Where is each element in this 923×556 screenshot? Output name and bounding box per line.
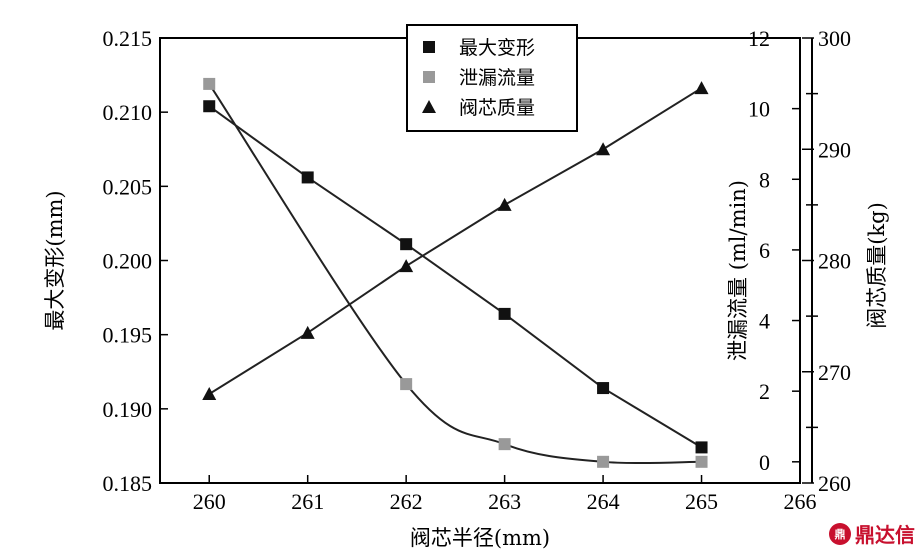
left-tick-label: 0.205 xyxy=(103,174,153,199)
marker-square xyxy=(400,238,413,251)
marker-square xyxy=(498,438,511,451)
x-tick-label: 262 xyxy=(390,489,423,514)
right2-tick-label: 260 xyxy=(818,471,851,496)
marker-triangle xyxy=(497,197,512,211)
x-tick-label: 260 xyxy=(193,489,226,514)
legend-label: 阀芯质量 xyxy=(459,97,535,119)
right1-tick-label: 2 xyxy=(759,379,770,404)
right1-tick-label: 12 xyxy=(748,26,770,51)
right1-tick-label: 0 xyxy=(759,450,770,475)
marker-square xyxy=(597,382,610,395)
legend-marker-square xyxy=(423,41,435,53)
marker-square xyxy=(695,455,708,468)
marker-triangle xyxy=(202,387,217,400)
right2-axis-title: 阀芯质量(kg) xyxy=(865,202,889,329)
x-tick-label: 261 xyxy=(291,489,324,514)
series-line xyxy=(208,105,703,449)
x-axis-title: 阀芯半径(mm) xyxy=(410,526,550,550)
right1-tick-label: 10 xyxy=(748,97,770,122)
marker-square xyxy=(695,441,708,454)
marker-triangle xyxy=(694,81,709,95)
marker-square xyxy=(203,100,216,113)
right1-tick-label: 6 xyxy=(759,238,770,263)
marker-triangle xyxy=(596,142,611,156)
legend-marker-square xyxy=(423,71,435,83)
axes: 260 261 262 263 264 265 266阀芯半径(mm)0.1850.1900… xyxy=(43,26,889,550)
watermark-text: 鼎达信 xyxy=(855,523,915,547)
left-tick-label: 0.200 xyxy=(103,249,153,274)
right2-tick-label: 290 xyxy=(818,137,851,162)
x-tick-label: 264 xyxy=(587,489,620,514)
series-line xyxy=(208,87,703,395)
legend-box xyxy=(406,24,578,132)
left-tick-label: 0.195 xyxy=(103,323,153,348)
left-tick-label: 0.215 xyxy=(103,26,153,51)
right2-tick-label: 300 xyxy=(818,26,851,51)
right1-axis-title: 泄漏流量 (ml/min) xyxy=(726,180,750,361)
right2-tick-label: 280 xyxy=(818,249,851,274)
series xyxy=(202,77,709,468)
x-tick-label: 266 xyxy=(784,489,817,514)
legend-label: 最大变形 xyxy=(459,37,535,59)
right1-tick-label: 4 xyxy=(759,309,770,334)
x-tick-label: 265 xyxy=(685,489,718,514)
left-tick-label: 0.210 xyxy=(103,100,153,125)
left-axis-title: 最大变形(mm) xyxy=(43,190,67,330)
watermark: 鼎 鼎达信 xyxy=(829,519,915,548)
marker-square xyxy=(597,455,610,468)
right1-tick-label: 8 xyxy=(759,167,770,192)
right2-tick-label: 270 xyxy=(818,360,851,385)
left-tick-label: 0.190 xyxy=(103,397,153,422)
marker-square xyxy=(498,307,511,320)
legend-marker-triangle xyxy=(422,100,436,113)
marker-square xyxy=(301,171,314,184)
legend-label: 泄漏流量 xyxy=(459,67,535,89)
marker-square xyxy=(400,378,413,391)
marker-triangle xyxy=(300,325,315,339)
marker-square xyxy=(203,77,216,90)
series-line xyxy=(208,83,702,465)
watermark-logo-icon: 鼎 xyxy=(829,522,851,545)
left-tick-label: 0.185 xyxy=(103,471,153,496)
x-tick-label: 263 xyxy=(488,489,521,514)
marker-triangle xyxy=(399,259,414,273)
